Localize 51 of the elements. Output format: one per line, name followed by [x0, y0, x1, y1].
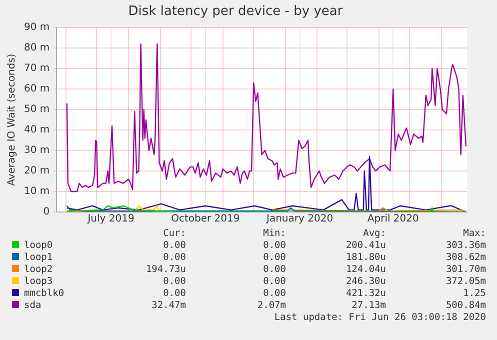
- text: Avg:: [362, 228, 386, 240]
- text: 421.32u: [344, 288, 386, 300]
- y-tick-label: 10 m: [24, 186, 50, 198]
- y-tick-label: 30 m: [24, 145, 50, 156]
- y-tick-label: 20 m: [24, 166, 50, 177]
- text: 0.00: [162, 288, 186, 300]
- text: Cur:: [162, 228, 186, 240]
- text: 200.41u: [344, 240, 386, 252]
- text: 0.00: [262, 276, 286, 288]
- y-tick-label: 50 m: [24, 104, 50, 116]
- legend-label: sda: [23, 300, 42, 312]
- y-tick-label: 40 m: [24, 124, 50, 136]
- text: 0.00: [262, 252, 286, 264]
- text: 2.07m: [256, 300, 286, 312]
- legend-label: loop3: [23, 276, 54, 288]
- text: Max:: [462, 228, 486, 240]
- text: 194.73u: [144, 264, 186, 276]
- y-tick-label: 90 m: [24, 22, 50, 34]
- text: Min:: [262, 228, 286, 240]
- text: 0.00: [162, 252, 186, 264]
- text: 1.25: [462, 288, 486, 300]
- text: 301.70m: [444, 264, 486, 276]
- text: 500.84m: [444, 300, 486, 312]
- x-tick-label: July 2019: [86, 214, 134, 225]
- y-tick-label: 70 m: [24, 63, 50, 74]
- chart-title: Disk latency per device - by year: [128, 4, 344, 20]
- text: 303.36m: [444, 240, 486, 252]
- text: 308.62m: [444, 252, 486, 264]
- text: Last update: Fri Jun 26 03:00:18 2020: [273, 312, 486, 324]
- legend-label: loop1: [23, 252, 54, 264]
- legend-label: loop0: [23, 240, 54, 252]
- text: 0.00: [262, 240, 286, 252]
- y-tick-label: 60 m: [24, 84, 50, 95]
- text: 0.00: [162, 240, 186, 252]
- text: 372.05m: [444, 276, 486, 288]
- legend-label: mmcblk0: [23, 288, 66, 300]
- text: 0.00: [262, 288, 286, 300]
- y-axis-title: Average IO Wait (seconds): [6, 54, 18, 186]
- x-tick-label: January 2020: [266, 214, 334, 225]
- text: 27.13m: [350, 300, 386, 312]
- text: 0.00: [162, 276, 186, 288]
- y-tick-label: 0: [43, 206, 50, 218]
- text: 0.00: [262, 264, 286, 276]
- x-tick-label: April 2020: [367, 214, 419, 225]
- text: 181.80u: [344, 252, 386, 264]
- legend-label: loop2: [23, 264, 54, 276]
- x-tick-label: October 2019: [171, 214, 240, 225]
- text: 124.04u: [344, 264, 386, 276]
- text: 32.47m: [150, 300, 186, 312]
- text: 246.30u: [344, 276, 386, 288]
- y-tick-label: 80 m: [24, 42, 50, 54]
